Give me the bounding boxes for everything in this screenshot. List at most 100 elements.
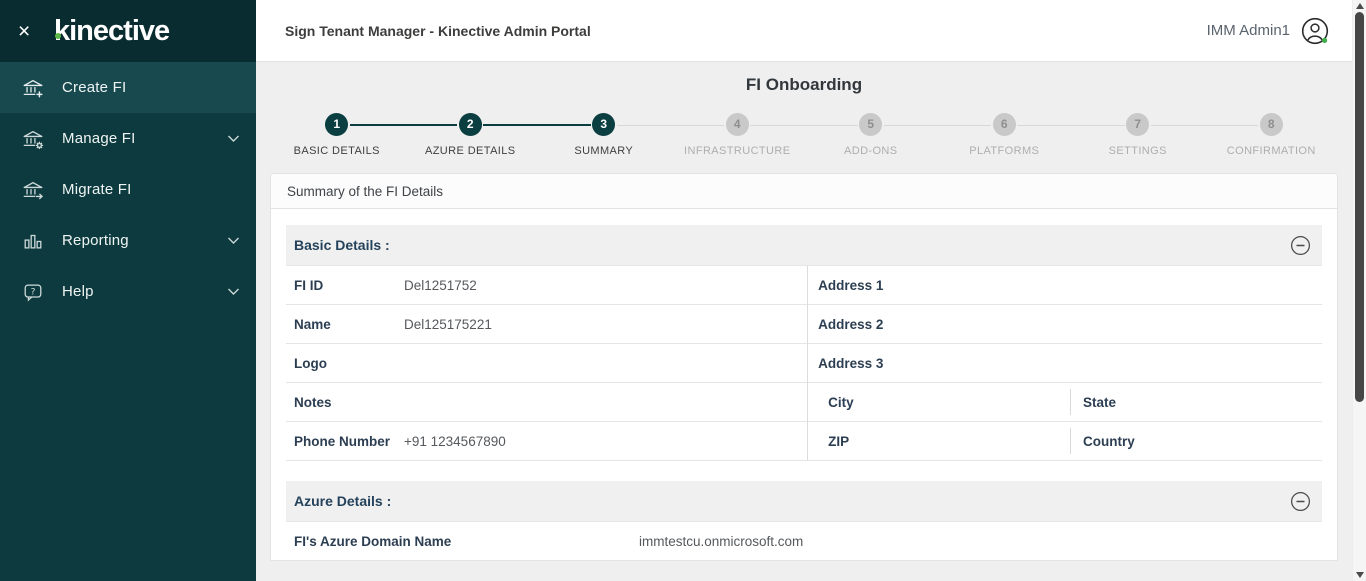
user-name: IMM Admin1	[1206, 22, 1290, 39]
minus-circle-icon	[1291, 491, 1310, 511]
basic-details-right-column: Address 1 Address 2 Address 3 City	[807, 266, 1322, 461]
bank-gear-icon	[23, 130, 44, 150]
step-number: 7	[1126, 113, 1150, 136]
azure-details-title: Azure Details :	[294, 493, 392, 509]
field-cell-zip: ZIP	[818, 422, 1070, 460]
field-cell-country: Country	[1070, 422, 1322, 460]
field-label: Phone Number	[294, 433, 391, 449]
step-confirmation: 8 CONFIRMATION	[1150, 113, 1339, 157]
step-number: 5	[859, 113, 883, 136]
field-row-notes: Notes	[286, 383, 808, 422]
scroll-down-arrow-icon[interactable]	[1356, 572, 1364, 578]
sidebar-nav: Create FI Manage FI	[0, 62, 256, 317]
sidebar-close-icon[interactable]: ×	[18, 19, 31, 43]
vertical-scrollbar[interactable]	[1352, 0, 1366, 581]
scrollbar-thumb[interactable]	[1355, 12, 1364, 402]
summary-section-title: Summary of the FI Details	[270, 173, 1338, 209]
step-platforms: 6 PLATFORMS	[883, 113, 1072, 157]
step-label: PLATFORMS	[969, 145, 1040, 157]
field-row-address-1: Address 1	[808, 266, 1322, 305]
field-cell-state: State	[1070, 383, 1322, 421]
step-number[interactable]: 2	[458, 113, 482, 136]
step-number: 8	[1259, 113, 1283, 136]
field-label: State	[1083, 394, 1117, 410]
step-label: SETTINGS	[1108, 145, 1167, 157]
field-row-name: Name Del125175221	[286, 305, 808, 344]
field-label: Name	[294, 316, 331, 332]
step-label: ADD-ONS	[843, 145, 898, 157]
collapse-basic-details-button[interactable]	[1290, 235, 1311, 256]
step-label: SUMMARY	[574, 145, 634, 157]
field-label: Address 3	[818, 355, 884, 371]
step-azure-details[interactable]: 2 AZURE DETAILS	[349, 113, 538, 157]
brand-green-dot-icon	[55, 32, 61, 39]
user-avatar-icon[interactable]	[1300, 16, 1330, 46]
step-add-ons: 5 ADD-ONS	[750, 113, 938, 157]
step-label: INFRASTRUCTURE	[684, 145, 791, 157]
bar-chart-icon	[24, 234, 42, 249]
field-value: +91 1234567890	[404, 433, 506, 449]
field-label: Address 1	[818, 277, 884, 293]
scroll-up-arrow-icon[interactable]	[1356, 3, 1364, 9]
chevron-down-icon	[228, 237, 239, 244]
sidebar-item-label: Manage FI	[62, 130, 136, 147]
summary-card: Basic Details : FI ID Del1251752 Name	[270, 209, 1338, 561]
step-label: AZURE DETAILS	[424, 145, 516, 157]
minus-circle-icon	[1291, 235, 1310, 255]
field-label: Address 2	[818, 316, 884, 332]
sidebar: × kinective Create FI	[0, 0, 256, 581]
field-label: Logo	[294, 355, 327, 371]
field-label: ZIP	[828, 433, 850, 449]
field-label: FI's Azure Domain Name	[294, 533, 452, 549]
svg-text:?: ?	[31, 286, 36, 297]
top-bar: Sign Tenant Manager - Kinective Admin Po…	[256, 0, 1352, 62]
chevron-down-icon	[228, 135, 239, 142]
azure-details-panel: Azure Details : FI's Azure Domain Name i…	[286, 481, 1322, 560]
step-label: BASIC DETAILS	[293, 145, 380, 157]
sidebar-item-label: Create FI	[62, 79, 127, 96]
field-label: Country	[1083, 433, 1135, 449]
field-row-zip-country: ZIP Country	[808, 422, 1322, 461]
chevron-down-icon	[228, 288, 239, 295]
basic-details-panel: Basic Details : FI ID Del1251752 Name	[286, 225, 1322, 461]
step-summary[interactable]: 3 SUMMARY	[483, 113, 671, 157]
sidebar-item-create-fi[interactable]: Create FI	[0, 62, 256, 113]
field-row-phone-number: Phone Number +91 1234567890	[286, 422, 808, 461]
field-label: Notes	[294, 394, 332, 410]
sidebar-item-migrate-fi[interactable]: Migrate FI	[0, 164, 256, 215]
basic-details-header: Basic Details :	[286, 225, 1322, 266]
sidebar-item-manage-fi[interactable]: Manage FI	[0, 113, 256, 164]
sidebar-item-reporting[interactable]: Reporting	[0, 215, 256, 266]
field-value: immtestcu.onmicrosoft.com	[639, 533, 804, 549]
wizard-title: FI Onboarding	[745, 75, 863, 94]
field-cell-city: City	[818, 383, 1070, 421]
brand-logo: kinective	[54, 14, 170, 48]
step-number: 6	[992, 113, 1016, 136]
step-number: 4	[725, 113, 749, 136]
field-row-azure-domain: FI's Azure Domain Name immtestcu.onmicro…	[286, 522, 1322, 560]
sidebar-item-help[interactable]: ? Help	[0, 266, 256, 317]
onboarding-stepper: 1 BASIC DETAILS 2 AZURE DETAILS 3 SUMMAR…	[256, 95, 1352, 157]
field-row-address-3: Address 3	[808, 344, 1322, 383]
field-row-address-2: Address 2	[808, 305, 1322, 344]
bank-plus-icon	[23, 79, 44, 99]
azure-details-header: Azure Details :	[286, 481, 1322, 522]
user-menu[interactable]: IMM Admin1	[1207, 16, 1330, 46]
brand-logo-text: kinective	[54, 14, 170, 47]
step-basic-details[interactable]: 1 BASIC DETAILS	[270, 113, 404, 157]
help-icon: ?	[24, 283, 42, 302]
sidebar-item-label: Migrate FI	[62, 181, 132, 198]
field-label: City	[828, 394, 854, 410]
bank-arrow-icon	[23, 181, 44, 201]
step-label: CONFIRMATION	[1226, 145, 1316, 157]
basic-details-title: Basic Details :	[294, 237, 390, 253]
main-area: Sign Tenant Manager - Kinective Admin Po…	[256, 0, 1352, 581]
sidebar-item-label: Reporting	[62, 232, 129, 249]
step-settings: 7 SETTINGS	[1017, 113, 1205, 157]
sidebar-item-label: Help	[62, 283, 94, 300]
step-number[interactable]: 1	[325, 113, 349, 136]
step-number[interactable]: 3	[592, 113, 616, 136]
collapse-azure-details-button[interactable]	[1290, 491, 1311, 512]
step-infrastructure: 4 INFRASTRUCTURE	[616, 113, 805, 157]
basic-details-left-column: FI ID Del1251752 Name Del125175221 Logo …	[286, 266, 808, 461]
